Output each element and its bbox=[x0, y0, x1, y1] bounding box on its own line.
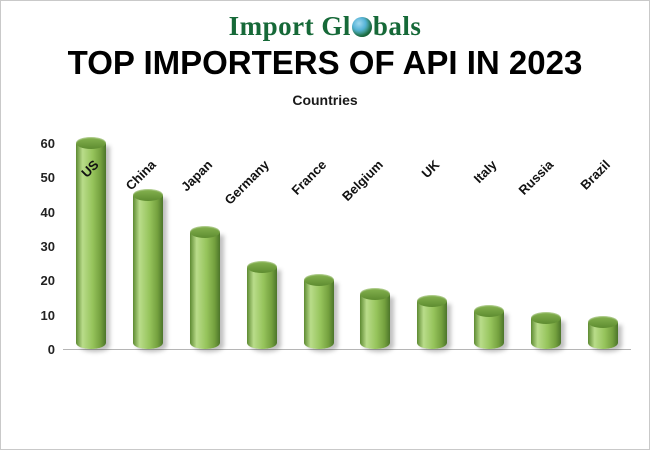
bar-us[interactable] bbox=[76, 137, 107, 349]
bar-slot: Germany bbox=[222, 143, 280, 349]
bar-brazil[interactable] bbox=[587, 315, 618, 349]
bar-slot: Brazil bbox=[578, 143, 621, 349]
x-axis-label: France bbox=[288, 157, 330, 198]
bar-slot: France bbox=[288, 143, 337, 349]
brand-part1: Import bbox=[228, 11, 315, 41]
bar-top-ellipse bbox=[303, 274, 334, 287]
bar-slot: Japan bbox=[178, 143, 223, 349]
chart-subtitle: Countries bbox=[292, 92, 358, 108]
bar-japan[interactable] bbox=[189, 226, 220, 349]
bar-top-ellipse bbox=[76, 137, 107, 149]
brand-part3: bals bbox=[372, 11, 422, 41]
bar-top-ellipse bbox=[360, 288, 391, 301]
bar-body bbox=[360, 294, 391, 349]
bar-top-ellipse bbox=[133, 188, 164, 201]
bar-slot: Russia bbox=[516, 143, 564, 349]
chart-title: TOP IMPORTERS OF API IN 2023 bbox=[67, 44, 583, 81]
bar-body bbox=[303, 280, 334, 349]
bar-body bbox=[189, 232, 220, 349]
x-axis-label: Germany bbox=[221, 157, 273, 208]
bar-top-ellipse bbox=[473, 305, 504, 318]
y-tick-label: 10 bbox=[40, 307, 55, 323]
bar-body bbox=[76, 143, 107, 349]
bar-top-ellipse bbox=[587, 315, 618, 328]
x-axis-label: Russia bbox=[515, 157, 557, 198]
x-axis-label: China bbox=[122, 157, 159, 194]
x-axis-label: Italy bbox=[470, 157, 500, 187]
brand-part2: Gl bbox=[321, 11, 351, 41]
y-tick-label: 50 bbox=[40, 170, 55, 186]
x-axis-label: Brazil bbox=[577, 157, 614, 193]
plot-area: US China Japan Germany France Belgium UK Italy R… bbox=[63, 137, 631, 350]
bar-body bbox=[417, 300, 448, 349]
bar-top-ellipse bbox=[246, 260, 277, 273]
x-axis-label: Belgium bbox=[339, 157, 386, 204]
bar-slot: US bbox=[73, 137, 109, 349]
bar-russia[interactable] bbox=[530, 312, 561, 349]
y-tick-label: 40 bbox=[40, 204, 55, 220]
bar-france[interactable] bbox=[303, 274, 334, 349]
bar-uk[interactable] bbox=[417, 294, 448, 349]
bar-top-ellipse bbox=[530, 312, 561, 325]
x-axis-label: UK bbox=[418, 157, 443, 181]
bar-body bbox=[473, 311, 504, 349]
bar-body bbox=[133, 194, 164, 349]
bar-top-ellipse bbox=[189, 226, 220, 239]
y-tick-label: 20 bbox=[40, 273, 55, 289]
bar-slot: UK bbox=[414, 143, 450, 349]
bar-germany[interactable] bbox=[246, 260, 277, 349]
bar-slot: Italy bbox=[471, 143, 507, 349]
bar-top-ellipse bbox=[417, 294, 448, 307]
bar-chart: 0 10 20 30 40 50 60 US China Japan Germany France B… bbox=[29, 136, 631, 357]
bar-china[interactable] bbox=[133, 188, 164, 349]
globe-icon bbox=[351, 17, 372, 37]
y-tick-label: 60 bbox=[40, 136, 55, 151]
y-axis: 0 10 20 30 40 50 60 bbox=[29, 136, 63, 357]
x-axis-label: Japan bbox=[178, 157, 216, 195]
bar-belgium[interactable] bbox=[360, 288, 391, 349]
y-tick-label: 0 bbox=[47, 342, 55, 357]
bar-slot: Belgium bbox=[339, 143, 393, 349]
bar-slot: China bbox=[123, 143, 166, 349]
bar-italy[interactable] bbox=[473, 305, 504, 349]
bar-body bbox=[246, 266, 277, 349]
y-tick-label: 30 bbox=[40, 239, 55, 254]
brand-logo: Import Gl bals bbox=[1, 11, 649, 42]
header: Import Gl bals TOP IMPORTERS OF API IN 20… bbox=[1, 1, 649, 108]
